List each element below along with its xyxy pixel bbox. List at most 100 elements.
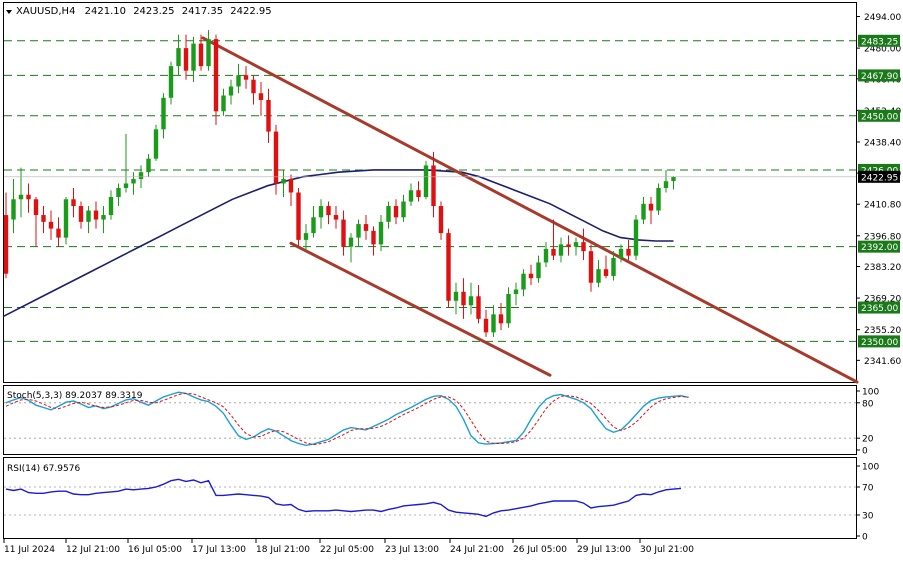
candle[interactable]: [266, 88, 271, 143]
candle[interactable]: [543, 242, 549, 267]
candle[interactable]: [476, 284, 481, 324]
candle[interactable]: [528, 264, 534, 285]
candle[interactable]: [281, 169, 286, 198]
trendline[interactable]: [201, 36, 859, 384]
candle[interactable]: [146, 154, 151, 177]
candle[interactable]: [671, 176, 676, 190]
candle[interactable]: [641, 197, 646, 225]
candle[interactable]: [386, 201, 391, 229]
candle[interactable]: [191, 36, 196, 82]
candle[interactable]: [363, 215, 369, 240]
candle[interactable]: [303, 224, 309, 252]
candle[interactable]: [296, 187, 301, 247]
candle[interactable]: [326, 201, 331, 225]
candle[interactable]: [86, 206, 91, 234]
candle[interactable]: [588, 244, 594, 292]
candle[interactable]: [213, 34, 219, 125]
candle[interactable]: [221, 88, 226, 116]
candle[interactable]: [48, 210, 54, 240]
candle-body: [213, 39, 219, 112]
indicator-main-line[interactable]: [5, 391, 689, 447]
candle[interactable]: [273, 124, 279, 195]
candle[interactable]: [491, 305, 496, 337]
candle[interactable]: [108, 190, 114, 220]
candle[interactable]: [198, 34, 204, 71]
candle[interactable]: [101, 206, 106, 234]
candle[interactable]: [663, 169, 669, 193]
candle[interactable]: [131, 172, 136, 195]
candle[interactable]: [161, 93, 166, 139]
candle[interactable]: [311, 206, 316, 238]
candle[interactable]: [153, 124, 159, 161]
candle[interactable]: [56, 217, 61, 247]
candle[interactable]: [611, 251, 616, 281]
candle[interactable]: [18, 167, 24, 218]
indicator-main-line[interactable]: [5, 478, 682, 518]
candle[interactable]: [258, 81, 264, 116]
candle[interactable]: [468, 282, 474, 315]
candle[interactable]: [356, 219, 361, 247]
candle[interactable]: [656, 183, 661, 216]
level-label-text: 2365.00: [861, 304, 898, 314]
candle[interactable]: [483, 309, 489, 337]
candle[interactable]: [603, 255, 609, 279]
candle[interactable]: [536, 255, 541, 283]
candle[interactable]: [618, 244, 624, 263]
candle[interactable]: [408, 183, 414, 207]
candle[interactable]: [393, 199, 399, 225]
candle[interactable]: [431, 151, 436, 218]
candle[interactable]: [228, 79, 234, 105]
candle[interactable]: [168, 61, 174, 105]
candle[interactable]: [243, 66, 249, 89]
candle[interactable]: [506, 287, 511, 328]
candle[interactable]: [461, 278, 466, 319]
candle[interactable]: [453, 282, 459, 315]
candle[interactable]: [513, 282, 519, 306]
candle[interactable]: [416, 181, 421, 202]
candle[interactable]: [33, 197, 39, 247]
candle[interactable]: [551, 219, 556, 261]
candle[interactable]: [401, 194, 406, 222]
candle[interactable]: [423, 160, 429, 200]
price-pane[interactable]: [3, 2, 857, 383]
candle[interactable]: [446, 228, 451, 308]
candle[interactable]: [633, 215, 639, 261]
candle[interactable]: [348, 233, 354, 263]
candle[interactable]: [378, 215, 384, 252]
candle[interactable]: [93, 201, 99, 229]
candle[interactable]: [288, 174, 294, 207]
candle[interactable]: [566, 235, 571, 256]
candle[interactable]: [206, 30, 211, 71]
candle[interactable]: [183, 34, 189, 80]
candle[interactable]: [626, 239, 631, 261]
collapse-triangle-icon[interactable]: [6, 10, 12, 14]
candle[interactable]: [251, 75, 256, 105]
candle[interactable]: [333, 206, 339, 229]
candle[interactable]: [318, 199, 324, 229]
candle[interactable]: [78, 201, 84, 229]
candle[interactable]: [521, 269, 526, 297]
candle[interactable]: [581, 228, 586, 261]
moving-average-line[interactable]: [2, 169, 674, 318]
candle[interactable]: [596, 260, 601, 288]
candle[interactable]: [371, 226, 376, 256]
rsi-pane[interactable]: [3, 457, 857, 539]
candle[interactable]: [558, 237, 564, 263]
candle[interactable]: [26, 183, 31, 213]
candle[interactable]: [498, 303, 504, 331]
candle[interactable]: [648, 197, 654, 225]
candle[interactable]: [236, 63, 241, 94]
trendline[interactable]: [289, 241, 552, 377]
candle[interactable]: [116, 183, 121, 207]
candle[interactable]: [176, 34, 181, 76]
candle[interactable]: [63, 197, 69, 245]
candle[interactable]: [438, 201, 444, 240]
indicator-signal-line[interactable]: [5, 392, 689, 446]
candle[interactable]: [123, 133, 129, 193]
candle[interactable]: [41, 206, 46, 234]
candle[interactable]: [71, 187, 76, 218]
candle[interactable]: [11, 178, 16, 234]
candle[interactable]: [341, 210, 346, 256]
candle[interactable]: [3, 192, 9, 279]
candle[interactable]: [573, 237, 579, 256]
